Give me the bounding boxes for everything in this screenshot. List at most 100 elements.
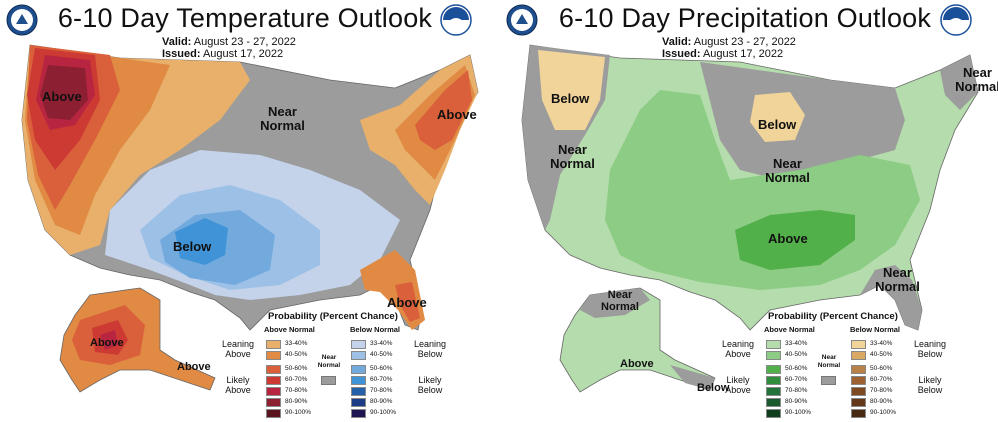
legend-swatch	[766, 351, 781, 360]
legend-likely-above: Likely Above	[225, 375, 251, 395]
issued-date: Issued: August 17, 2022	[162, 48, 284, 60]
label-above-alaska: Above	[620, 358, 654, 370]
legend-range-label: 33-40%	[870, 340, 893, 347]
label-near-normal-northeast: Near Normal	[955, 65, 998, 94]
legend-swatch	[266, 351, 281, 360]
legend-swatch	[766, 376, 781, 385]
doc-seal-icon	[6, 4, 38, 36]
legend-range-label: 90-100%	[870, 409, 897, 416]
legend-swatch	[766, 340, 781, 349]
legend-swatch	[351, 365, 366, 374]
legend-leaning-above: Leaning Above	[721, 339, 755, 359]
label-above-south: Above	[768, 231, 808, 246]
legend-range-label: 40-50%	[285, 351, 308, 358]
legend-range-label: 60-70%	[870, 376, 893, 383]
label-above-northeast: Above	[437, 107, 477, 122]
legend-swatch	[266, 387, 281, 396]
legend-swatch	[766, 409, 781, 418]
label-near-normal-west: Near Normal	[550, 142, 595, 171]
legend-col-right: Below Normal	[350, 325, 401, 334]
precipitation-map	[521, 44, 979, 393]
legend-swatch	[851, 351, 866, 360]
legend-swatch	[851, 376, 866, 385]
legend-swatch	[351, 376, 366, 385]
legend-range-label: 50-60%	[785, 365, 808, 372]
legend-title: Probability (Percent Chance)	[268, 311, 398, 322]
legend-range-label: 40-50%	[370, 351, 393, 358]
legend-near-normal-label: Near Normal	[317, 354, 341, 369]
legend-title: Probability (Percent Chance)	[768, 311, 898, 322]
label-below-northwest: Below	[551, 91, 590, 106]
precipitation-panel: 6-10 Day Precipitation Outlook Valid: Au…	[500, 0, 998, 422]
legend-leaning-below: Leaning Below	[913, 339, 947, 359]
label-above-alaska-se: Above	[177, 361, 211, 373]
legend-leaning-below: Leaning Below	[413, 339, 447, 359]
legend-col-left: Above Normal	[264, 325, 315, 334]
legend-range-label: 70-80%	[785, 387, 808, 394]
legend-col-left: Above Normal	[764, 325, 815, 334]
legend-swatch	[266, 398, 281, 407]
legend-swatch	[766, 387, 781, 396]
legend-range-label: 70-80%	[285, 387, 308, 394]
page-title: 6-10 Day Temperature Outlook	[57, 3, 433, 33]
legend-swatch	[351, 351, 366, 360]
legend-range-label: 33-40%	[785, 340, 808, 347]
legend-swatch	[851, 387, 866, 396]
legend-likely-below: Likely Below	[917, 375, 943, 395]
legend-range-label: 60-70%	[285, 376, 308, 383]
legend-swatch	[351, 387, 366, 396]
noaa-logo-icon	[940, 4, 972, 36]
legend-range-label: 60-70%	[370, 376, 393, 383]
temperature-map	[21, 44, 479, 393]
legend-swatch	[266, 376, 281, 385]
legend-range-label: 90-100%	[785, 409, 812, 416]
legend-range-label: 90-100%	[370, 409, 397, 416]
legend-range-label: 40-50%	[870, 351, 893, 358]
legend-swatch	[766, 365, 781, 374]
legend-range-label: 80-90%	[370, 398, 393, 405]
valid-dates: Valid: August 23 - 27, 2022	[162, 36, 296, 48]
legend-col-right: Below Normal	[850, 325, 901, 334]
label-near-normal: Near Normal	[260, 104, 305, 133]
legend-swatch	[851, 409, 866, 418]
legend-near-normal-swatch	[821, 376, 836, 385]
label-near-normal-alaska: Near Normal	[601, 289, 639, 313]
legend-near-normal-swatch	[321, 376, 336, 385]
label-near-normal-midwest: Near Normal	[765, 156, 810, 185]
legend-leaning-above: Leaning Above	[221, 339, 255, 359]
label-above-florida: Above	[387, 295, 427, 310]
legend-swatch	[851, 398, 866, 407]
legend-swatch	[351, 340, 366, 349]
label-below-alaska: Below	[697, 382, 730, 394]
legend-range-label: 50-60%	[285, 365, 308, 372]
legend-swatch	[351, 398, 366, 407]
legend-range-label: 33-40%	[370, 340, 393, 347]
valid-dates: Valid: August 23 - 27, 2022	[662, 36, 796, 48]
noaa-logo-icon	[440, 4, 472, 36]
label-near-normal-southeast: Near Normal	[875, 265, 920, 294]
legend-range-label: 80-90%	[870, 398, 893, 405]
legend-range-label: 70-80%	[870, 387, 893, 394]
label-above-west: Above	[42, 89, 82, 104]
legend-range-label: 80-90%	[285, 398, 308, 405]
legend-near-normal-label: Near Normal	[817, 354, 841, 369]
label-above-alaska: Above	[90, 337, 124, 349]
legend-swatch	[851, 365, 866, 374]
legend-swatch	[851, 340, 866, 349]
legend-range-label: 50-60%	[870, 365, 893, 372]
legend-range-label: 33-40%	[285, 340, 308, 347]
legend-range-label: 70-80%	[370, 387, 393, 394]
legend-swatch	[766, 398, 781, 407]
page-title: 6-10 Day Precipitation Outlook	[558, 3, 932, 33]
temperature-panel: 6-10 Day Temperature Outlook Valid: Augu…	[0, 0, 490, 422]
legend-swatch	[266, 340, 281, 349]
doc-seal-icon	[506, 4, 538, 36]
legend-likely-above: Likely Above	[725, 375, 751, 395]
label-below-midwest: Below	[758, 117, 797, 132]
issued-date: Issued: August 17, 2022	[662, 48, 784, 60]
legend-range-label: 50-60%	[370, 365, 393, 372]
legend-range-label: 60-70%	[785, 376, 808, 383]
legend-range-label: 80-90%	[785, 398, 808, 405]
legend-range-label: 90-100%	[285, 409, 312, 416]
legend-range-label: 40-50%	[785, 351, 808, 358]
